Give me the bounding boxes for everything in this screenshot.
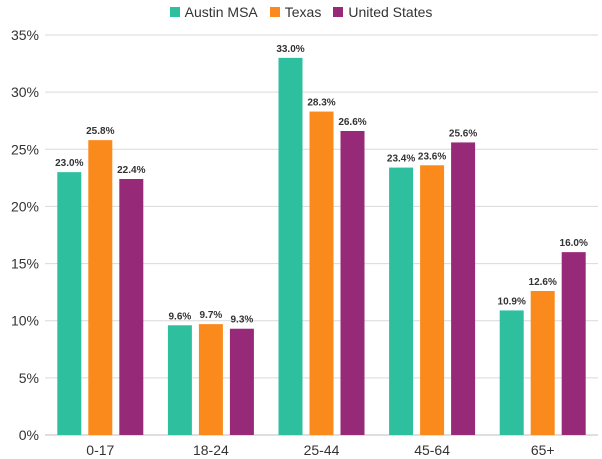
data-label: 23.4% [387, 154, 415, 165]
legend-swatch-austin [169, 7, 180, 17]
data-label: 25.6% [449, 128, 477, 139]
y-tick-label: 30% [11, 84, 39, 100]
bar [198, 324, 223, 435]
x-tick-label: 0-17 [86, 442, 114, 458]
legend-item-us: United States [333, 4, 432, 20]
bar [88, 140, 113, 435]
bar [119, 179, 144, 435]
bar [278, 57, 303, 435]
legend-item-austin: Austin MSA [169, 4, 258, 20]
y-tick-label: 10% [11, 313, 39, 329]
bar [389, 167, 414, 436]
legend-item-texas: Texas [269, 4, 322, 20]
y-tick-label: 15% [11, 256, 39, 272]
bar [167, 325, 192, 435]
bar [309, 111, 334, 436]
legend-label-texas: Texas [284, 4, 322, 20]
data-label: 12.6% [529, 277, 557, 288]
data-label: 9.6% [169, 311, 192, 322]
data-label: 9.7% [200, 310, 223, 321]
data-label: 10.9% [498, 296, 526, 307]
data-label: 26.6% [338, 117, 366, 128]
data-label: 16.0% [560, 238, 588, 249]
legend-label-us: United States [348, 4, 433, 20]
bar [530, 291, 555, 435]
y-tick-label: 5% [19, 370, 39, 386]
y-tick-label: 0% [19, 427, 39, 443]
data-label: 23.6% [418, 151, 446, 162]
legend: Austin MSA Texas United States [0, 4, 602, 20]
bar [340, 131, 365, 435]
data-label: 23.0% [55, 158, 83, 169]
bar [57, 172, 82, 435]
y-tick-label: 35% [11, 27, 39, 43]
bar [561, 252, 586, 435]
x-tick-label: 65+ [531, 442, 555, 458]
bar [499, 310, 524, 435]
bar [229, 328, 254, 435]
y-tick-label: 20% [11, 198, 39, 214]
bar [420, 165, 445, 436]
legend-swatch-us [333, 7, 344, 17]
data-label: 9.3% [231, 315, 254, 326]
data-label: 33.0% [276, 44, 304, 55]
data-label: 25.8% [86, 126, 114, 137]
x-tick-label: 25-44 [304, 442, 340, 458]
data-label: 28.3% [307, 98, 335, 109]
x-tick-label: 18-24 [193, 442, 229, 458]
legend-swatch-texas [269, 7, 280, 17]
y-tick-label: 25% [11, 141, 39, 157]
bar [451, 142, 476, 435]
data-label: 22.4% [117, 165, 145, 176]
legend-label-austin: Austin MSA [184, 4, 258, 20]
x-tick-label: 45-64 [414, 442, 450, 458]
